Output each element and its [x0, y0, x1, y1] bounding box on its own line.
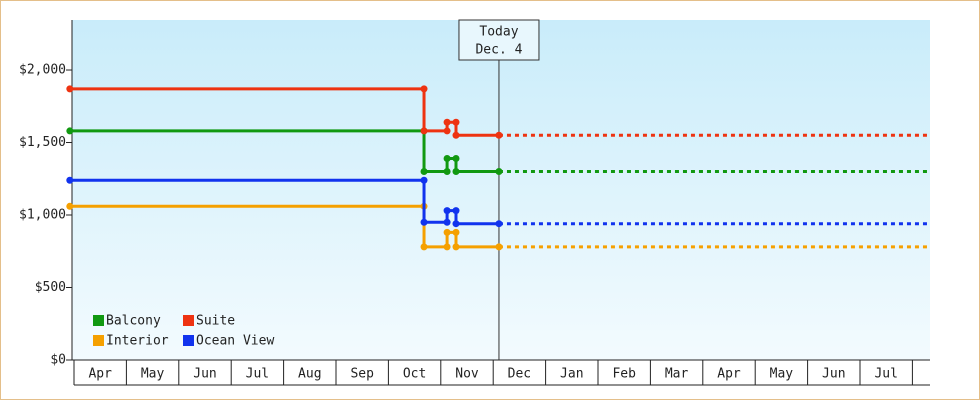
price-point [66, 176, 74, 184]
today-label: Today [479, 25, 518, 40]
price-point [452, 243, 460, 251]
x-tick-label: Sep [350, 367, 374, 382]
x-tick-label: May [141, 367, 165, 382]
price-point [420, 218, 428, 226]
price-point [495, 220, 503, 228]
legend-label: Suite [196, 314, 235, 329]
x-tick-label: Jul [874, 367, 897, 382]
today-label: Dec. 4 [475, 43, 522, 58]
price-point [495, 168, 503, 176]
legend-label: Ocean View [196, 334, 274, 349]
price-point [66, 85, 74, 93]
plot-area [72, 20, 930, 360]
y-tick-label: $0 [50, 353, 66, 368]
y-tick-label: $2,000 [19, 63, 66, 78]
x-tick-label: Dec [508, 367, 531, 382]
x-tick-label: Jun [193, 367, 216, 382]
y-tick-label: $500 [35, 280, 66, 295]
price-point [443, 218, 451, 226]
price-point [420, 168, 428, 176]
x-tick-label: Apr [717, 367, 741, 382]
price-point [495, 243, 503, 251]
price-point [452, 207, 460, 215]
x-tick-label: Aug [298, 367, 321, 382]
chart-layer: $0 $500 $1,000 $1,500 $2,000 Apr May Jun Jul Aug S… [19, 19, 930, 386]
price-point [452, 220, 460, 228]
price-point [420, 127, 428, 135]
price-point [66, 202, 74, 210]
price-point [452, 118, 460, 126]
legend-label: Balcony [106, 314, 161, 329]
price-point [420, 243, 428, 251]
x-tick-label: May [770, 367, 794, 382]
y-tick-label: $1,000 [19, 208, 66, 223]
x-tick-label: Jan [560, 367, 583, 382]
x-tick-label: Oct [403, 367, 426, 382]
y-tick-label: $1,500 [19, 135, 66, 150]
price-point [452, 154, 460, 162]
legend-label: Interior [106, 334, 169, 349]
legend-swatch [93, 315, 104, 326]
x-tick-label: Nov [455, 367, 479, 382]
x-tick-label: Apr [88, 367, 112, 382]
price-point [443, 154, 451, 162]
price-point [443, 168, 451, 176]
today-box [458, 19, 540, 61]
x-tick-label: Feb [612, 367, 636, 382]
x-tick-label: Jul [246, 367, 269, 382]
price-point [443, 243, 451, 251]
legend-swatch [93, 335, 104, 346]
price-point [495, 131, 503, 139]
x-tick-label: Mar [665, 367, 689, 382]
price-point [420, 85, 428, 93]
x-tick-label: Jun [822, 367, 845, 382]
price-point [443, 118, 451, 126]
legend-swatch [183, 315, 194, 326]
price-point [420, 176, 428, 184]
price-point [452, 168, 460, 176]
price-point [443, 207, 451, 215]
price-point [66, 127, 74, 135]
price-point [443, 127, 451, 135]
legend-swatch [183, 335, 194, 346]
price-point [452, 131, 460, 139]
price-point [443, 228, 451, 236]
price-point [452, 228, 460, 236]
